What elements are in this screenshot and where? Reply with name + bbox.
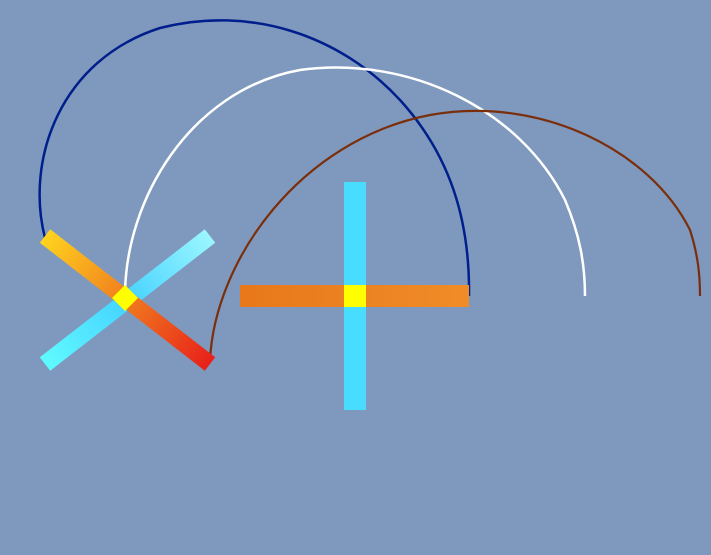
plus-cross (240, 182, 469, 410)
white-arc (123, 66, 587, 297)
x-cross-center (112, 285, 138, 311)
brown-arc (208, 109, 702, 361)
navy-arc (38, 19, 471, 297)
x-cross (39, 229, 216, 371)
plus-cross-center (344, 285, 366, 307)
